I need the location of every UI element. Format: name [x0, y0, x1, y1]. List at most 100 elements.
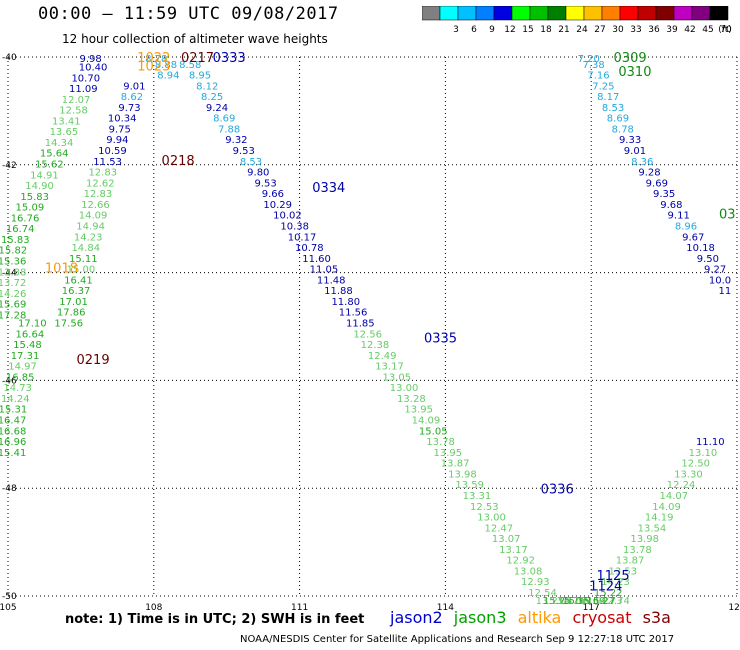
wave-height-value: 12.49: [368, 351, 397, 362]
wave-height-value: 13.10: [689, 448, 718, 459]
wave-height-value: 9.53: [233, 146, 255, 157]
wave-height-value: 14.84: [71, 243, 100, 254]
wave-height-value: 13.53: [608, 566, 637, 577]
wave-height-value: 14.09: [652, 502, 681, 513]
wave-height-value: 15.69: [577, 596, 606, 607]
wave-height-value: 10.70: [71, 73, 100, 84]
wave-height-value: 15.27: [587, 596, 616, 607]
wave-height-value: 13.31: [463, 491, 492, 502]
observation-values: 9.9810.4010.7011.0912.0712.5813.4113.651…: [0, 54, 736, 607]
colorbar-bin: [709, 6, 729, 21]
wave-height-value: 13.00: [477, 513, 506, 524]
wave-height-value: 12.38: [361, 340, 390, 351]
pass-time-label: 0335: [424, 332, 457, 347]
wave-height-value: 15.48: [13, 340, 42, 351]
wave-height-value: 17.28: [0, 310, 26, 321]
wave-height-value: 9.67: [682, 232, 704, 243]
wave-height-value: 9.73: [118, 103, 140, 114]
wave-height-value: 15.31: [0, 405, 27, 416]
wave-height-value: 15.25: [543, 596, 572, 607]
wave-height-value: 16.85: [6, 372, 35, 383]
wave-height-value: 12.92: [506, 556, 535, 567]
credit-line: NOAA/NESDIS Center for Satellite Applica…: [240, 634, 675, 645]
latitude-label: -42: [2, 161, 17, 171]
latitude-label: -44: [2, 269, 17, 279]
page-subtitle: 12 hour collection of altimeter wave hei…: [62, 32, 328, 46]
wave-height-value: 14.34: [45, 138, 74, 149]
colorbar-tick-label: 30: [612, 25, 624, 35]
wave-height-value: 8.95: [189, 71, 211, 82]
wave-height-value: 7.20: [578, 54, 600, 65]
wave-height-value: 14.23: [74, 232, 103, 243]
colorbar-tick-label: 70: [720, 25, 732, 35]
wave-height-value: 13.57: [550, 596, 579, 607]
colorbar-unit: (ft): [718, 25, 732, 35]
longitude-label: 114: [437, 603, 454, 613]
wave-height-value: 17.01: [59, 297, 88, 308]
wave-height-value: 14.09: [79, 211, 108, 222]
wave-height-value: 13.28: [397, 394, 426, 405]
graticule: [7, 56, 738, 597]
colorbar-tick-label: 36: [648, 25, 660, 35]
colorbar-tick-label: 12: [504, 25, 515, 35]
wave-height-value: 10.0: [709, 275, 731, 286]
pass-time-label: 0309: [614, 51, 647, 66]
wave-height-value: 16.37: [62, 286, 91, 297]
wave-height-value: 12.66: [81, 200, 110, 211]
colorbar-tick-label: 6: [471, 25, 477, 35]
wave-height-value: 12.74: [601, 596, 630, 607]
wave-height-value: 17.10: [18, 319, 47, 330]
legend-jason3: jason3: [453, 608, 507, 627]
wave-height-value: 13.87: [616, 556, 645, 567]
pass-time-label: 1023: [137, 59, 170, 74]
wave-height-value: 14.75: [557, 596, 586, 607]
legend-cryosat: cryosat: [572, 608, 632, 627]
wave-height-value: 9.98: [79, 54, 101, 65]
wave-height-value: 17.56: [54, 319, 83, 330]
wave-height-value: 12.83: [84, 189, 113, 200]
color-scale-bar: 3 6 9 12 15 18 21 24 27 30 33 36 39 42 45 70(ft): [422, 6, 732, 35]
wave-height-value: 8.53: [240, 157, 262, 168]
wave-height-value: 7.88: [218, 124, 240, 135]
wave-height-value: 12.83: [88, 168, 117, 179]
wave-height-value: 14.90: [25, 181, 54, 192]
wave-height-value: 13.65: [50, 127, 79, 138]
wave-height-value: 9.01: [123, 81, 145, 92]
pass-time-label: 0217: [181, 51, 214, 66]
wave-height-value: 12.24: [667, 480, 696, 491]
wave-height-value: 9.94: [106, 135, 128, 146]
wave-height-value: 9.80: [247, 168, 269, 179]
wave-height-value: 11.88: [324, 286, 353, 297]
wave-height-value: 13.72: [0, 278, 26, 289]
wave-height-value: 14.26: [0, 289, 26, 300]
wave-height-value: 13.95: [404, 405, 433, 416]
wave-height-value: 9.27: [704, 265, 726, 276]
colorbar-tick-label: 3: [453, 25, 459, 35]
footnote: note: 1) Time is in UTC; 2) SWH is in fe…: [65, 612, 365, 627]
wave-height-value: 16.74: [6, 224, 35, 235]
wave-height-value: 17.31: [11, 351, 40, 362]
wave-height-value: 14.73: [3, 383, 32, 394]
wave-height-value: 12.54: [528, 588, 557, 599]
wave-height-value: 11.85: [346, 319, 375, 330]
pass-time-label: 03: [719, 208, 736, 223]
wave-height-value: 13.00: [390, 383, 419, 394]
wave-height-value: 11.10: [696, 437, 725, 448]
wave-height-value: 10.29: [263, 200, 292, 211]
wave-height-value: 16.64: [16, 329, 45, 340]
wave-height-value: 10.02: [273, 211, 302, 222]
wave-height-value: 14.24: [1, 394, 30, 405]
wave-height-value: 13.54: [638, 523, 667, 534]
wave-height-value: 12.50: [681, 459, 710, 470]
latitude-label: -50: [2, 592, 17, 602]
wave-height-value: 9.53: [254, 178, 276, 189]
wave-height-value: 15.59: [562, 596, 591, 607]
wave-height-value: 10.34: [108, 114, 137, 125]
wave-height-value: 10.38: [280, 221, 309, 232]
pass-time-label: 0333: [213, 51, 246, 66]
pass-time-label: 0334: [312, 181, 345, 196]
wave-height-value: 8.53: [602, 103, 624, 114]
longitude-label: 117: [583, 603, 600, 613]
colorbar-tick-label: 24: [576, 25, 588, 35]
